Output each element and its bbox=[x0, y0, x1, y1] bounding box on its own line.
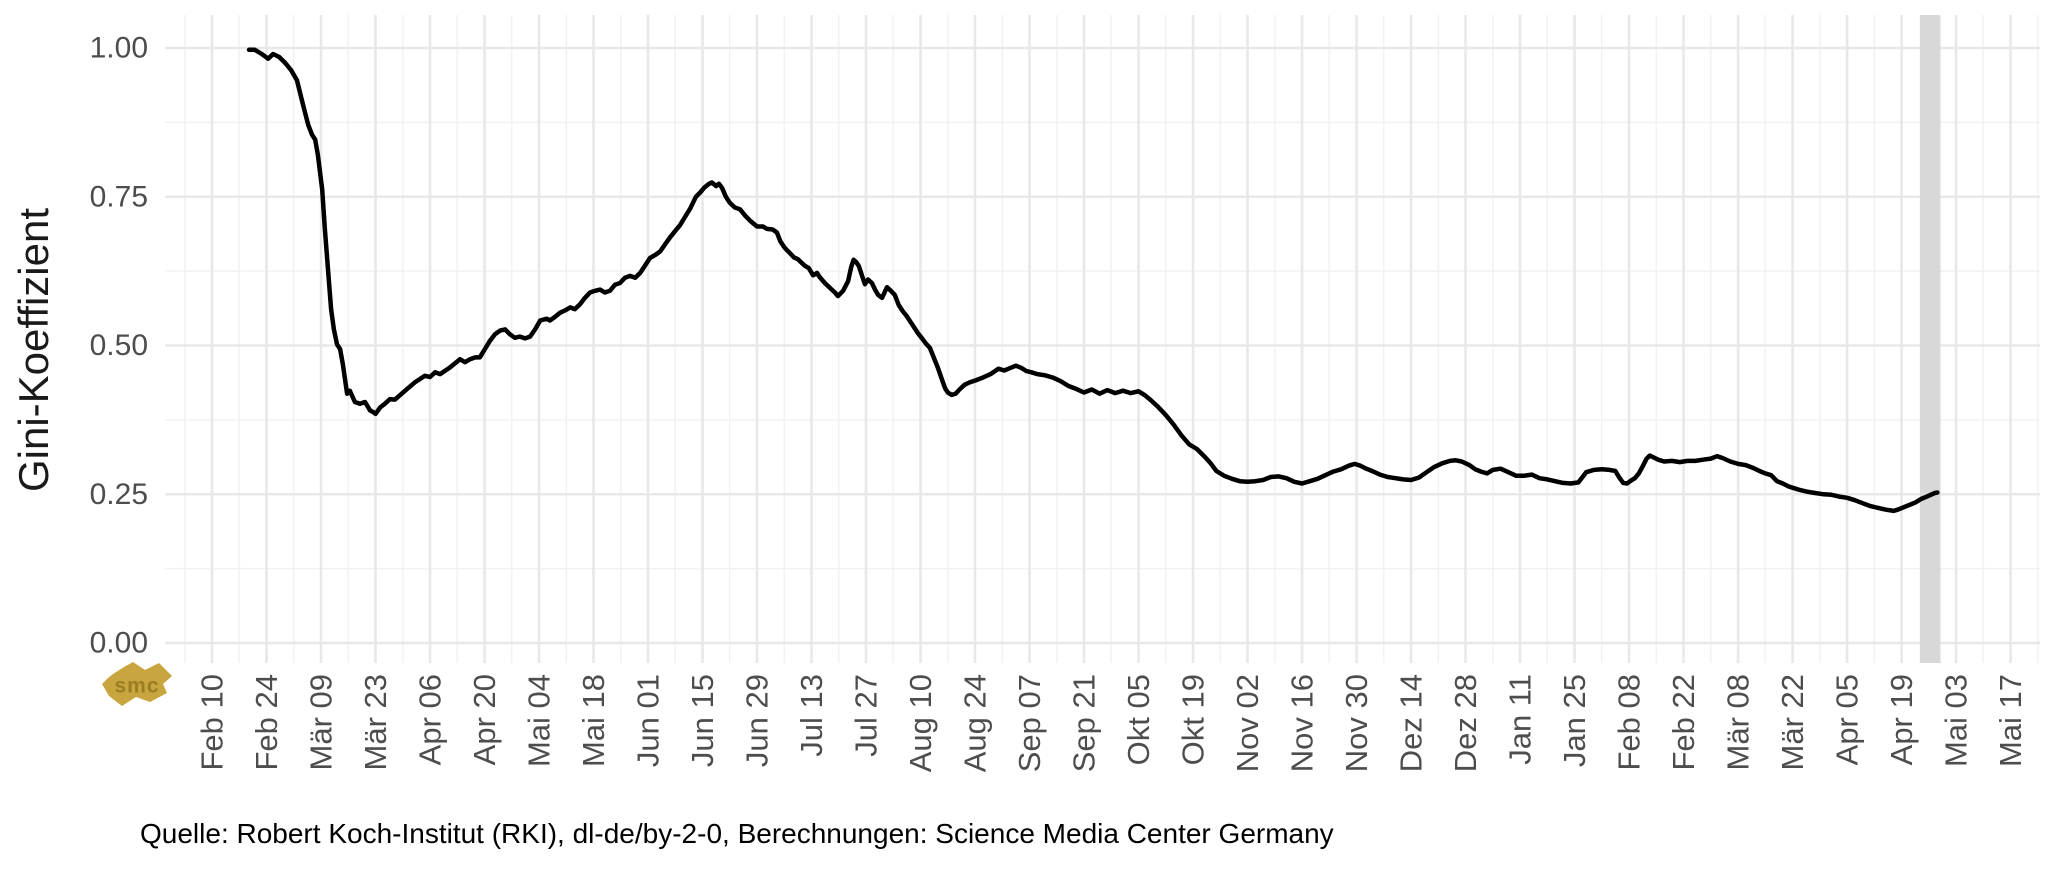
x-tick-label: Jun 15 bbox=[685, 674, 720, 767]
minor-gridlines bbox=[165, 15, 2040, 663]
x-tick-label: Feb 22 bbox=[1666, 674, 1701, 771]
major-gridlines bbox=[165, 15, 2040, 663]
x-tick-label: Jan 11 bbox=[1503, 674, 1538, 765]
x-tick-label: Jul 27 bbox=[849, 674, 884, 757]
y-tick-label: 0.50 bbox=[90, 329, 148, 362]
highlight-band-group bbox=[1919, 15, 1941, 663]
x-tick-label: Jan 25 bbox=[1557, 674, 1592, 767]
x-tick-label: Okt 19 bbox=[1176, 674, 1211, 765]
x-tick-label: Mai 17 bbox=[1993, 674, 2028, 767]
x-tick-label: Dez 14 bbox=[1394, 674, 1429, 772]
y-tick-label: 0.00 bbox=[90, 627, 148, 660]
x-tick-label: Mai 18 bbox=[576, 674, 611, 767]
smc-logo-text: smc bbox=[114, 675, 159, 698]
y-axis-tick-labels: 0.00 0.25 0.50 0.75 1.00 bbox=[90, 32, 148, 660]
y-axis-title: Gini-Koeffizient bbox=[10, 207, 57, 493]
x-tick-label: Aug 10 bbox=[903, 674, 938, 772]
highlight-band bbox=[1919, 15, 1941, 663]
x-tick-label: Nov 16 bbox=[1285, 674, 1320, 772]
x-tick-label: Sep 07 bbox=[1012, 674, 1047, 772]
x-tick-label: Jul 13 bbox=[794, 674, 829, 757]
x-tick-label: Feb 10 bbox=[195, 674, 230, 771]
x-tick-label: Nov 02 bbox=[1230, 674, 1265, 772]
x-tick-label: Mai 04 bbox=[522, 674, 557, 767]
x-tick-label: Sep 21 bbox=[1067, 674, 1102, 772]
x-tick-label: Feb 24 bbox=[249, 674, 284, 771]
x-tick-label: Mär 22 bbox=[1775, 674, 1810, 770]
source-caption: Quelle: Robert Koch-Institut (RKI), dl-d… bbox=[140, 818, 1334, 849]
y-tick-label: 0.25 bbox=[90, 478, 148, 511]
x-tick-label: Dez 28 bbox=[1448, 674, 1483, 772]
y-tick-label: 0.75 bbox=[90, 180, 148, 213]
smc-logo-blob-shape bbox=[102, 662, 172, 706]
y-tick-label: 1.00 bbox=[90, 32, 148, 65]
x-tick-label: Mai 03 bbox=[1939, 674, 1974, 767]
x-tick-label: Feb 08 bbox=[1612, 674, 1647, 771]
x-tick-label: Apr 06 bbox=[413, 674, 448, 765]
x-tick-label: Okt 05 bbox=[1121, 674, 1156, 765]
gini-series-line bbox=[246, 47, 1940, 514]
x-tick-label: Jun 29 bbox=[740, 674, 775, 767]
x-tick-label: Apr 20 bbox=[467, 674, 502, 765]
x-tick-label: Aug 24 bbox=[958, 674, 993, 772]
x-axis-tick-labels: Feb 10 Feb 24 Mär 09 Mär 23 Apr 06 Apr 20 Mai … bbox=[195, 674, 2029, 772]
x-tick-label: Apr 19 bbox=[1884, 674, 1919, 765]
x-tick-label: Nov 30 bbox=[1339, 674, 1374, 772]
x-tick-label: Apr 05 bbox=[1830, 674, 1865, 765]
x-tick-label: Jun 01 bbox=[631, 674, 666, 767]
x-tick-label: Mär 08 bbox=[1721, 674, 1756, 770]
smc-logo: smc bbox=[102, 662, 172, 706]
x-tick-label: Mär 23 bbox=[358, 674, 393, 770]
series-line-group bbox=[246, 47, 1940, 514]
x-tick-label: Mär 09 bbox=[304, 674, 339, 770]
